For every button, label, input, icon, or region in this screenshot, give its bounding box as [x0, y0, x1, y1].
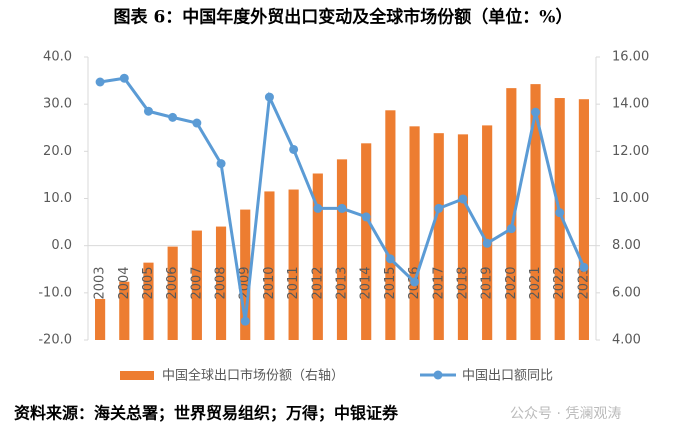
x-tick-label: 2019 [480, 266, 495, 299]
line-point [506, 224, 516, 234]
line-point [168, 112, 178, 122]
x-tick-label: 2015 [383, 266, 398, 299]
bar [506, 88, 517, 340]
chart-title: 图表 6：中国年度外贸出口变动及全球市场份额（单位：%） [114, 7, 573, 28]
x-tick-label: 2021 [528, 266, 543, 299]
y-tick-label: 0.0 [51, 238, 72, 253]
line-point [385, 254, 395, 264]
y-tick-label: 30.0 [43, 97, 72, 112]
source-note: 资料来源：海关总署；世界贸易组织；万得；中银证券 [14, 404, 399, 423]
bar [312, 173, 323, 340]
legend-label: 中国全球出口市场份额（右轴） [162, 368, 344, 384]
bar [143, 262, 154, 340]
bar [336, 159, 348, 340]
x-tick-label: 2008 [214, 266, 229, 299]
x-tick-label: 2010 [262, 266, 277, 299]
y2-tick-label: 14.00 [612, 97, 649, 112]
x-tick-label: 2006 [165, 266, 180, 299]
x-tick-label: 2014 [359, 266, 374, 299]
line-point [531, 107, 541, 117]
line-point [313, 203, 323, 213]
line-point [240, 316, 250, 326]
bar [457, 134, 469, 340]
x-tick-label: 2018 [455, 266, 470, 299]
x-tick-label: 2013 [335, 266, 350, 299]
bar [554, 98, 565, 340]
bar [361, 143, 372, 340]
x-tick-label: 2020 [504, 266, 519, 299]
bar [264, 191, 275, 340]
line-point [216, 159, 226, 169]
bar [578, 99, 589, 340]
line-point [458, 194, 468, 204]
y-tick-label: -10.0 [38, 285, 72, 300]
x-tick-label: 2022 [552, 266, 567, 299]
y2-tick-label: 10.00 [612, 191, 649, 206]
bar [288, 189, 299, 340]
x-tick-label: 2004 [117, 266, 132, 299]
y2-tick-label: 8.00 [612, 238, 641, 253]
line-point [361, 212, 371, 222]
line-point [579, 262, 589, 272]
watermark: 公众号 · 凭澜观涛 [510, 406, 621, 422]
x-tick-label: 2017 [431, 266, 446, 299]
bar [191, 230, 202, 340]
y2-tick-label: 4.00 [612, 333, 641, 348]
y2-tick-label: 12.00 [612, 144, 649, 159]
y-tick-label: 40.0 [43, 50, 72, 65]
line-point [143, 106, 153, 116]
line-point [119, 73, 129, 83]
line-point [289, 144, 299, 154]
line-point [337, 203, 347, 213]
line-point [192, 118, 202, 128]
y2-tick-label: 6.00 [612, 285, 641, 300]
bar [385, 110, 396, 340]
legend-swatch [433, 370, 443, 380]
y-tick-label: 20.0 [43, 144, 72, 159]
line-point [410, 277, 420, 287]
line-point [555, 208, 565, 218]
line-point [434, 203, 444, 213]
legend-label: 中国出口额同比 [462, 369, 553, 384]
legend-swatch [120, 371, 154, 380]
line-point [482, 238, 492, 248]
bar [433, 133, 444, 340]
x-tick-label: 2005 [141, 266, 156, 299]
y-tick-label: 10.0 [43, 191, 72, 206]
x-tick-label: 2023 [576, 266, 591, 299]
bar [215, 226, 227, 340]
line-point [264, 92, 274, 102]
y2-tick-label: 16.00 [612, 50, 649, 65]
line-point [95, 77, 105, 87]
bar [482, 125, 493, 341]
bar [119, 281, 130, 340]
bar [530, 84, 541, 340]
bar [167, 246, 178, 340]
x-tick-label: 2012 [310, 266, 325, 299]
bar [240, 209, 251, 340]
x-tick-label: 2003 [93, 266, 108, 299]
bar [409, 126, 420, 341]
bar [95, 298, 106, 340]
x-tick-label: 2007 [189, 266, 204, 299]
x-tick-label: 2011 [286, 266, 301, 299]
y-tick-label: -20.0 [38, 333, 72, 348]
